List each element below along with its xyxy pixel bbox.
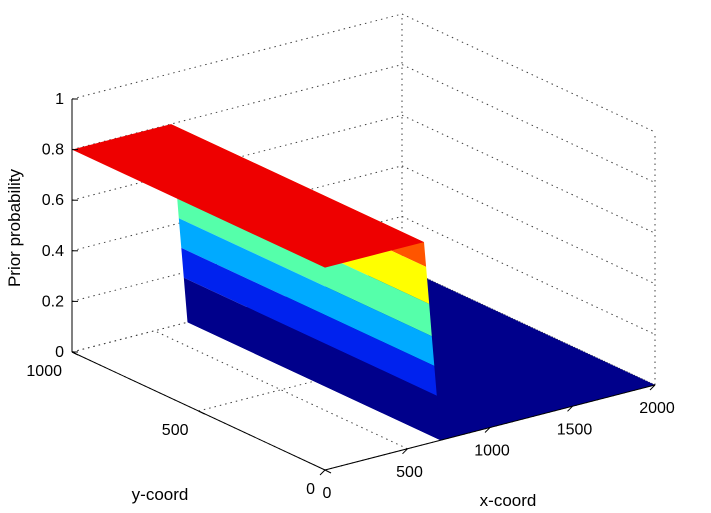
grid-line-z-right <box>401 64 656 184</box>
x-tick-mark <box>567 405 573 412</box>
z-tick-label: 0 <box>55 344 64 361</box>
z-tick-label: 0.8 <box>42 142 64 159</box>
surface <box>72 124 655 441</box>
y-axis-label: y-coord <box>132 485 189 504</box>
z-tick-label: 1 <box>55 91 64 108</box>
y-tick-label: 1000 <box>26 363 62 380</box>
y-tick-label: 0 <box>306 481 315 498</box>
x-tick-mark <box>649 384 656 391</box>
y-tick-label: 500 <box>162 422 189 439</box>
surface-high-plateau <box>72 124 424 268</box>
y-tick-mark <box>324 469 332 474</box>
grid-line-z-back <box>71 13 403 100</box>
x-tick-label: 2000 <box>639 400 675 417</box>
x-tick-label: 500 <box>396 464 423 481</box>
grid-line-z-right <box>401 13 656 133</box>
x-tick-label: 0 <box>323 485 332 502</box>
x-tick-mark <box>484 427 491 433</box>
grid-line-z-right <box>401 165 656 285</box>
z-tick-label: 0.2 <box>42 293 64 310</box>
surface-band-4 <box>181 247 437 396</box>
x-tick-label: 1000 <box>474 443 510 460</box>
tick-labels: 0 500 1000 1500 2000 0 500 1000 0 0.2 0.4 0.6 0.8 1 <box>26 91 674 502</box>
x-tick-mark <box>319 469 326 476</box>
z-tick-label: 0.4 <box>42 243 64 260</box>
x-tick-label: 1500 <box>557 421 593 438</box>
y-tick-mark <box>198 410 205 415</box>
x-tick-mark <box>402 448 408 455</box>
axes <box>71 98 656 476</box>
grid-line-z-right <box>401 114 656 234</box>
x-axis-label: x-coord <box>480 491 537 510</box>
surface-band-3 <box>178 218 435 366</box>
z-tick-label: 0.6 <box>42 192 64 209</box>
z-axis-label: Prior probability <box>5 168 24 287</box>
surface-band-5 <box>183 277 441 441</box>
